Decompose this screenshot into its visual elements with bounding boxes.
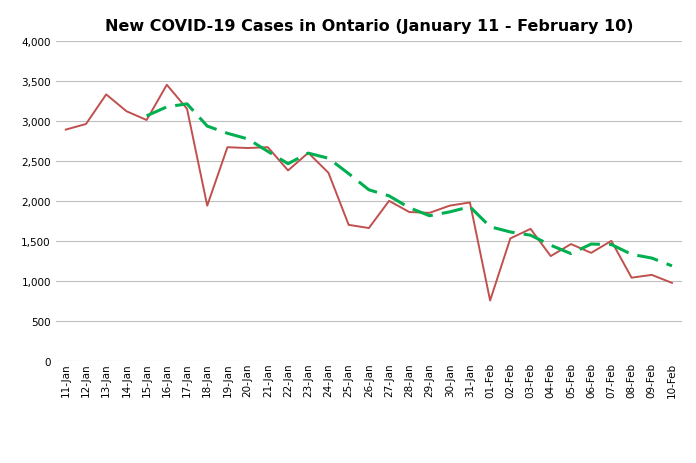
- Title: New COVID-19 Cases in Ontario (January 11 - February 10): New COVID-19 Cases in Ontario (January 1…: [104, 19, 633, 34]
